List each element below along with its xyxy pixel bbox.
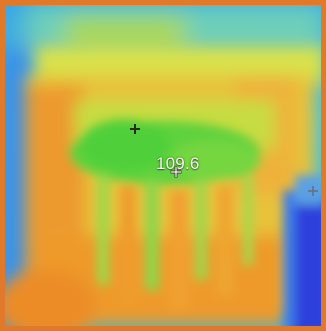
- temperature-readout: 109.6: [156, 154, 200, 173]
- thermal-heatmap: [5, 5, 321, 326]
- measurement-marker-icon[interactable]: [129, 123, 141, 135]
- right-crosshair-icon[interactable]: [307, 185, 319, 197]
- center-crosshair-icon[interactable]: [170, 166, 182, 178]
